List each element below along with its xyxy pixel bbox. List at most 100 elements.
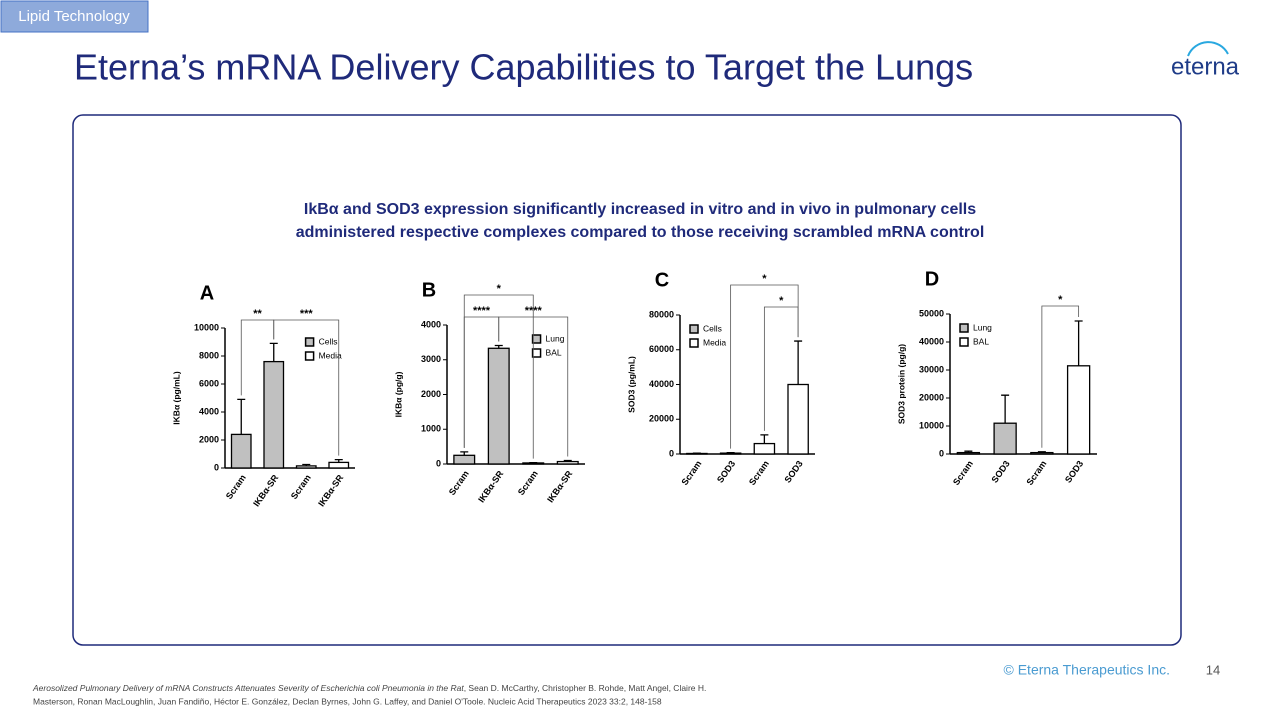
panel-label: B xyxy=(422,279,436,301)
error-bar xyxy=(727,453,735,454)
x-tick-label: SOD3 xyxy=(989,459,1011,485)
legend-swatch xyxy=(533,335,541,343)
significance-label: *** xyxy=(300,308,314,320)
x-tick-label: IKBα-SR xyxy=(476,468,505,504)
significance-label: * xyxy=(1058,294,1063,306)
legend-label: Media xyxy=(703,337,726,347)
legend-swatch xyxy=(306,338,314,346)
legend-swatch xyxy=(690,325,698,333)
bar xyxy=(264,362,284,468)
error-bar xyxy=(794,341,802,384)
legend-swatch xyxy=(306,352,314,360)
x-tick-label: IKBα-SR xyxy=(545,468,574,504)
x-tick-label: Scram xyxy=(679,459,703,487)
x-tick-label: Scram xyxy=(951,459,975,487)
legend-label: Lung xyxy=(546,333,565,343)
y-tick-label: 0 xyxy=(669,448,674,458)
y-tick-label: 20000 xyxy=(649,414,674,424)
citation: Aerosolized Pulmonary Delivery of mRNA C… xyxy=(32,683,706,693)
x-tick-label: SOD3 xyxy=(1063,459,1085,485)
x-tick-label: Scram xyxy=(224,473,248,501)
bar xyxy=(1068,366,1090,454)
legend-label: Lung xyxy=(973,322,992,332)
x-tick-label: IKBα-SR xyxy=(316,472,345,508)
y-tick-label: 40000 xyxy=(919,336,944,346)
y-tick-label: 0 xyxy=(214,462,219,472)
panel-label: D xyxy=(925,268,939,290)
error-bar xyxy=(760,435,768,444)
citation-authors: , Sean D. McCarthy, Christopher B. Rohde… xyxy=(464,683,707,693)
x-tick-label: Scram xyxy=(747,459,771,487)
x-tick-label: Scram xyxy=(289,473,313,501)
page-number: 14 xyxy=(1206,662,1220,677)
y-tick-label: 80000 xyxy=(649,309,674,319)
panel-label: A xyxy=(200,282,214,304)
bar xyxy=(957,453,979,454)
copyright: © Eterna Therapeutics Inc. xyxy=(1004,662,1170,678)
legend-label: Cells xyxy=(703,323,722,333)
bar xyxy=(994,423,1016,454)
error-bar xyxy=(1001,395,1009,423)
y-axis-label: IKBα (pg/g) xyxy=(393,371,403,417)
bar xyxy=(488,348,509,464)
x-tick-label: Scram xyxy=(447,469,471,497)
x-tick-label: Scram xyxy=(1024,459,1048,487)
logo: eterna xyxy=(1171,53,1240,80)
significance-label: * xyxy=(779,295,784,307)
legend-swatch xyxy=(533,349,541,357)
bar xyxy=(297,466,317,468)
y-tick-label: 1000 xyxy=(421,424,441,434)
bar xyxy=(1031,453,1053,454)
significance-label: * xyxy=(497,283,502,295)
bar xyxy=(721,453,741,454)
error-bar xyxy=(270,343,278,361)
y-tick-label: 6000 xyxy=(199,378,219,388)
x-tick-label: IKBα-SR xyxy=(251,472,280,508)
y-tick-label: 60000 xyxy=(649,344,674,354)
y-axis-label: SOD3 protein (pg/g) xyxy=(896,344,906,424)
x-tick-label: SOD3 xyxy=(782,459,804,485)
y-tick-label: 4000 xyxy=(199,406,219,416)
tag: Lipid Technology xyxy=(18,8,130,25)
y-tick-label: 3000 xyxy=(421,354,441,364)
y-axis-label: IKBα (pg/mL) xyxy=(171,371,181,425)
x-tick-label: SOD3 xyxy=(715,459,737,485)
bar xyxy=(329,462,349,468)
significance-label: ** xyxy=(253,308,262,320)
panel-label: C xyxy=(655,269,669,291)
y-tick-label: 10000 xyxy=(919,420,944,430)
error-bar xyxy=(237,399,245,434)
bar xyxy=(557,462,578,464)
headline: IkBα and SOD3 expression significantly i… xyxy=(304,201,976,218)
y-tick-label: 30000 xyxy=(919,364,944,374)
bar xyxy=(454,455,475,464)
legend-label: Cells xyxy=(319,336,338,346)
y-tick-label: 20000 xyxy=(919,392,944,402)
y-tick-label: 8000 xyxy=(199,350,219,360)
y-tick-label: 50000 xyxy=(919,308,944,318)
y-tick-label: 2000 xyxy=(421,389,441,399)
y-tick-label: 4000 xyxy=(421,319,441,329)
significance-label: **** xyxy=(525,305,543,317)
y-tick-label: 40000 xyxy=(649,379,674,389)
y-axis-label: SOD3 (pg/mL) xyxy=(626,356,636,413)
y-tick-label: 2000 xyxy=(199,434,219,444)
legend-label: BAL xyxy=(546,347,562,357)
citation-title: Aerosolized Pulmonary Delivery of mRNA C… xyxy=(32,683,464,693)
legend-swatch xyxy=(960,324,968,332)
significance-label: **** xyxy=(473,305,491,317)
bar xyxy=(788,385,808,455)
x-tick-label: Scram xyxy=(516,469,540,497)
error-bar xyxy=(1075,321,1083,366)
significance-label: * xyxy=(762,273,767,285)
legend-swatch xyxy=(690,339,698,347)
y-tick-label: 10000 xyxy=(194,322,219,332)
bar xyxy=(232,434,252,468)
citation: Masterson, Ronan MacLoughlin, Juan Fandi… xyxy=(33,696,662,706)
y-tick-label: 0 xyxy=(436,458,441,468)
legend-label: BAL xyxy=(973,336,989,346)
y-tick-label: 0 xyxy=(939,448,944,458)
legend-swatch xyxy=(960,338,968,346)
headline: administered respective complexes compar… xyxy=(296,224,985,241)
